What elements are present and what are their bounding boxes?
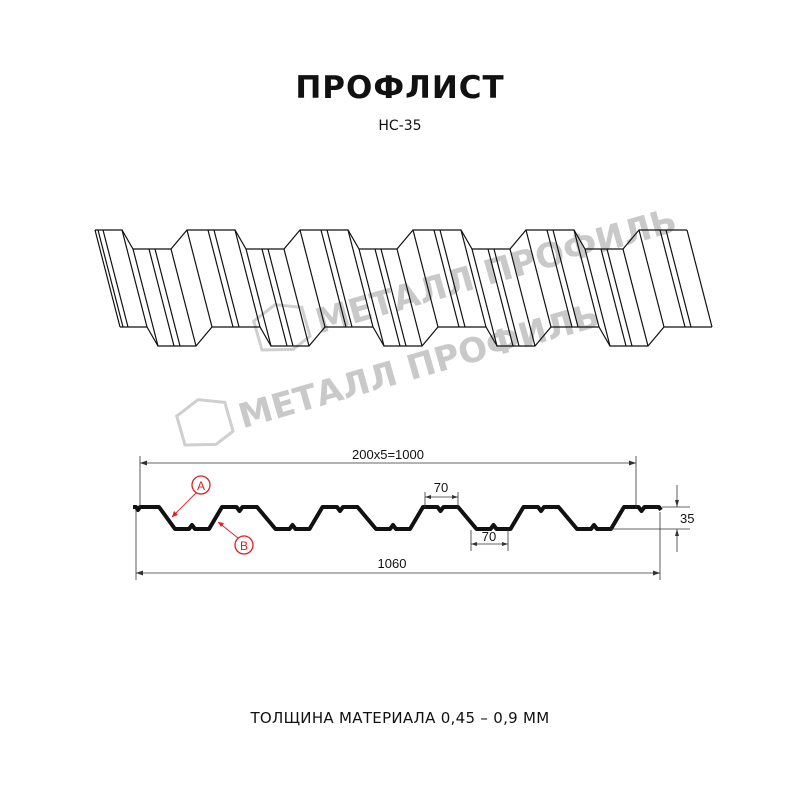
pitch-dimension-label: 200x5=1000: [352, 447, 424, 462]
sheet-rib-line: [154, 248, 181, 347]
sheet-fold-line: [186, 229, 213, 328]
marker-a-label: A: [197, 479, 205, 493]
sheet-rib-line: [374, 248, 401, 347]
sheet-rib-line: [433, 229, 460, 328]
sheet-rib-line: [267, 248, 294, 347]
sheet-top-edge: [95, 229, 687, 250]
model-subtitle: НС-35: [378, 118, 422, 134]
sheet-rib-line: [487, 248, 514, 347]
sheet-3d-view: [94, 229, 713, 347]
watermark-logo-icon: [175, 398, 235, 447]
material-thickness: ТОЛЩИНА МАТЕРИАЛА 0,45 – 0,9 ММ: [250, 709, 550, 727]
sheet-fold-line: [299, 229, 326, 328]
sheet-fold-line: [245, 248, 272, 347]
sheet-fold-line: [132, 248, 159, 347]
dimension-lines: [135, 456, 690, 580]
sheet-fold-line: [412, 229, 439, 328]
profile-line: [133, 505, 663, 531]
sheet-rib-line: [261, 248, 288, 347]
profile-cross-section: [133, 505, 663, 531]
marker-a: A: [171, 475, 211, 518]
sheet-fold-line: [471, 248, 498, 347]
height-label: 35: [680, 511, 694, 526]
sheet-fold-line: [121, 229, 148, 328]
sheet-fold-line: [234, 229, 261, 328]
sheet-rib-line: [97, 229, 124, 328]
sheet-fold-line: [283, 248, 310, 347]
sheet-fold-line: [396, 248, 423, 347]
sheet-fold-line: [347, 229, 374, 328]
watermark-logo-icon: [252, 303, 312, 352]
marker-b: B: [217, 521, 254, 555]
sheet-fold-line: [638, 229, 665, 328]
sheet-fold-line: [358, 248, 385, 347]
sheet-rib-line: [213, 229, 240, 328]
sheet-rib-line: [439, 229, 466, 328]
sheet-rib-line: [320, 229, 347, 328]
sheet-rib-line: [148, 248, 175, 347]
sheet-fold-line: [686, 229, 713, 328]
sheet-fold-line: [94, 229, 121, 328]
sheet-fold-line: [170, 248, 197, 347]
sheet-rib-line: [326, 229, 353, 328]
sheet-fold-line: [622, 248, 649, 347]
sheet-fold-line: [573, 229, 600, 328]
sheet-rib-line: [600, 248, 627, 347]
crest-width-label: 70: [434, 480, 448, 495]
sheet-fold-line: [460, 229, 487, 328]
sheet-rib-line: [546, 229, 573, 328]
sheet-rib-line: [102, 229, 129, 328]
sheet-rib-line: [207, 229, 234, 328]
sheet-rib-line: [606, 248, 633, 347]
full-width-label: 1060: [378, 556, 407, 571]
sheet-rib-line: [665, 229, 692, 328]
sheet-fold-line: [509, 248, 536, 347]
sheet-bottom-edge: [120, 326, 712, 347]
sheet-fold-line: [584, 248, 611, 347]
page-title: ПРОФЛИСТ: [295, 70, 505, 106]
sheet-rib-line: [659, 229, 686, 328]
marker-b-label: B: [240, 539, 248, 553]
sheet-fold-line: [525, 229, 552, 328]
sheet-rib-line: [380, 248, 407, 347]
sheet-rib-line: [493, 248, 520, 347]
valley-width-label: 70: [482, 529, 496, 544]
sheet-rib-line: [552, 229, 579, 328]
